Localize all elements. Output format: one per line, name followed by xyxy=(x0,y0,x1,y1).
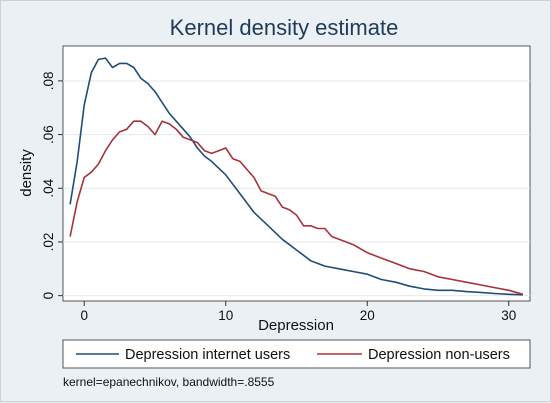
legend-label-non-users: Depression non-users xyxy=(368,347,510,363)
x-tick-label: 20 xyxy=(360,308,375,323)
series-line-1 xyxy=(69,120,524,296)
y-tick-label: .02 xyxy=(41,233,56,252)
series-line-0 xyxy=(69,57,523,296)
x-tick-label: 30 xyxy=(501,308,516,323)
chart-title: Kernel density estimate xyxy=(170,15,399,40)
x-axis-label: Depression xyxy=(258,317,334,334)
y-tick-label: 0 xyxy=(41,292,56,300)
y-tick-label: .06 xyxy=(41,125,56,144)
y-tick-label: .08 xyxy=(41,72,56,91)
y-tick-label: .04 xyxy=(41,178,56,197)
legend-box xyxy=(62,339,531,369)
density-lines xyxy=(69,57,524,296)
plot-area xyxy=(62,45,531,302)
legend-label-internet-users: Depression internet users xyxy=(125,347,290,363)
y-axis-ticks: 0 .02 .04 .06 .08 xyxy=(41,72,63,300)
x-axis-ticks: 0 10 20 30 xyxy=(80,301,516,323)
gridlines xyxy=(63,80,530,297)
x-tick-label: 0 xyxy=(80,308,88,323)
kernel-note: kernel=epanechnikov, bandwidth=.8555 xyxy=(63,375,275,389)
x-tick-label: 10 xyxy=(218,308,233,323)
y-axis-label: density xyxy=(18,149,35,197)
legend: Depression internet users Depression non… xyxy=(62,339,531,369)
